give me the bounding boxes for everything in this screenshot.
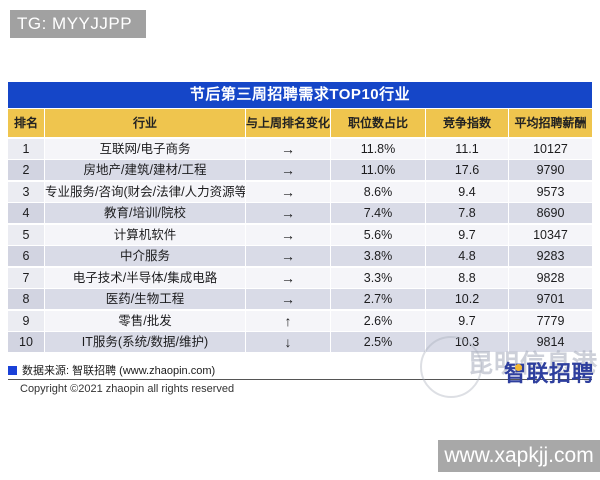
competition-index-cell: 7.8 (426, 203, 508, 223)
competition-index-cell: 9.7 (426, 224, 508, 245)
column-header-5: 平均招聘薪酬 (509, 109, 592, 137)
table-body: 1 互联网/电子商务 → 11.8% 11.1 10127 2 房地产/建筑/建材/工程 → 11… (8, 138, 592, 352)
industry-cell: 计算机软件 (45, 224, 245, 245)
rank-change-cell: → (246, 224, 330, 245)
competition-index-cell: 17.6 (426, 160, 508, 180)
table-row: 8 医药/生物工程 → 2.7% 10.2 9701 (8, 289, 592, 309)
avg-salary-cell: 9573 (509, 181, 592, 202)
rank-change-cell: ↑ (246, 310, 330, 331)
rank-change-cell: → (246, 181, 330, 202)
avg-salary-cell: 10347 (509, 224, 592, 245)
source-bullet-icon (8, 366, 17, 375)
table-row: 5 计算机软件 → 5.6% 9.7 10347 (8, 224, 592, 245)
rank-change-cell: → (246, 289, 330, 309)
rank-change-cell: ↓ (246, 332, 330, 352)
website-badge: www.xapkjj.com (438, 440, 600, 472)
industry-cell: 医药/生物工程 (45, 289, 245, 309)
competition-index-cell: 8.8 (426, 267, 508, 288)
telegram-badge: TG: MYYJJPP (10, 10, 146, 38)
rank-cell: 6 (8, 246, 44, 266)
rank-cell: 8 (8, 289, 44, 309)
industry-cell: 中介服务 (45, 246, 245, 266)
table-row: 9 零售/批发 ↑ 2.6% 9.7 7779 (8, 310, 592, 331)
column-header-0: 排名 (8, 109, 44, 137)
column-header-1: 行业 (45, 109, 245, 137)
table-title: 节后第三周招聘需求TOP10行业 (8, 82, 592, 108)
industry-cell: 互联网/电子商务 (45, 138, 245, 159)
table-row: 6 中介服务 → 3.8% 4.8 9283 (8, 246, 592, 266)
job-share-cell: 5.6% (331, 224, 425, 245)
job-share-cell: 7.4% (331, 203, 425, 223)
avg-salary-cell: 10127 (509, 138, 592, 159)
industry-cell: IT服务(系统/数据/维护) (45, 332, 245, 352)
job-share-cell: 2.5% (331, 332, 425, 352)
avg-salary-cell: 8690 (509, 203, 592, 223)
rank-change-cell: → (246, 246, 330, 266)
competition-index-cell: 10.3 (426, 332, 508, 352)
competition-index-cell: 10.2 (426, 289, 508, 309)
competition-index-cell: 11.1 (426, 138, 508, 159)
rank-cell: 10 (8, 332, 44, 352)
avg-salary-cell: 9790 (509, 160, 592, 180)
competition-index-cell: 4.8 (426, 246, 508, 266)
rank-cell: 4 (8, 203, 44, 223)
rank-cell: 5 (8, 224, 44, 245)
industry-cell: 房地产/建筑/建材/工程 (45, 160, 245, 180)
column-header-2: 与上周排名变化 (246, 109, 330, 137)
rank-change-cell: → (246, 203, 330, 223)
rank-cell: 2 (8, 160, 44, 180)
table-row: 1 互联网/电子商务 → 11.8% 11.1 10127 (8, 138, 592, 159)
industry-cell: 教育/培训/院校 (45, 203, 245, 223)
zhaopin-logo: 智联招聘 (504, 356, 594, 388)
table-row: 2 房地产/建筑/建材/工程 → 11.0% 17.6 9790 (8, 160, 592, 180)
logo-yellow-dot-icon (515, 364, 522, 371)
job-share-cell: 8.6% (331, 181, 425, 202)
industry-cell: 电子技术/半导体/集成电路 (45, 267, 245, 288)
rank-cell: 9 (8, 310, 44, 331)
table-row: 7 电子技术/半导体/集成电路 → 3.3% 8.8 9828 (8, 267, 592, 288)
header-row: 排名 行业 与上周排名变化 职位数占比 竞争指数 平均招聘薪酬 (8, 109, 592, 137)
competition-index-cell: 9.7 (426, 310, 508, 331)
job-share-cell: 2.6% (331, 310, 425, 331)
rank-change-cell: → (246, 138, 330, 159)
copyright-text: Copyright ©2021 zhaopin all rights reser… (20, 383, 235, 395)
column-header-3: 职位数占比 (331, 109, 425, 137)
rank-change-cell: → (246, 267, 330, 288)
ranking-table: 节后第三周招聘需求TOP10行业 排名 行业 与上周排名变化 职位数占比 竞争指数 平均招… (8, 82, 592, 352)
rank-change-cell: → (246, 160, 330, 180)
avg-salary-cell: 9701 (509, 289, 592, 309)
avg-salary-cell: 7779 (509, 310, 592, 331)
industry-cell: 专业服务/咨询(财会/法律/人力资源等) (45, 181, 245, 202)
rank-cell: 1 (8, 138, 44, 159)
avg-salary-cell: 9814 (509, 332, 592, 352)
job-share-cell: 3.8% (331, 246, 425, 266)
table-row: 10 IT服务(系统/数据/维护) ↓ 2.5% 10.3 9814 (8, 332, 592, 352)
data-source-text: 数据来源: 智联招聘 (www.zhaopin.com) (22, 365, 216, 377)
rank-cell: 7 (8, 267, 44, 288)
table-row: 3 专业服务/咨询(财会/法律/人力资源等) → 8.6% 9.4 9573 (8, 181, 592, 202)
rank-cell: 3 (8, 181, 44, 202)
job-share-cell: 3.3% (331, 267, 425, 288)
job-share-cell: 11.0% (331, 160, 425, 180)
competition-index-cell: 9.4 (426, 181, 508, 202)
column-header-4: 竞争指数 (426, 109, 508, 137)
avg-salary-cell: 9283 (509, 246, 592, 266)
job-share-cell: 11.8% (331, 138, 425, 159)
footer-divider (8, 379, 592, 380)
table-row: 4 教育/培训/院校 → 7.4% 7.8 8690 (8, 203, 592, 223)
job-share-cell: 2.7% (331, 289, 425, 309)
industry-cell: 零售/批发 (45, 310, 245, 331)
avg-salary-cell: 9828 (509, 267, 592, 288)
